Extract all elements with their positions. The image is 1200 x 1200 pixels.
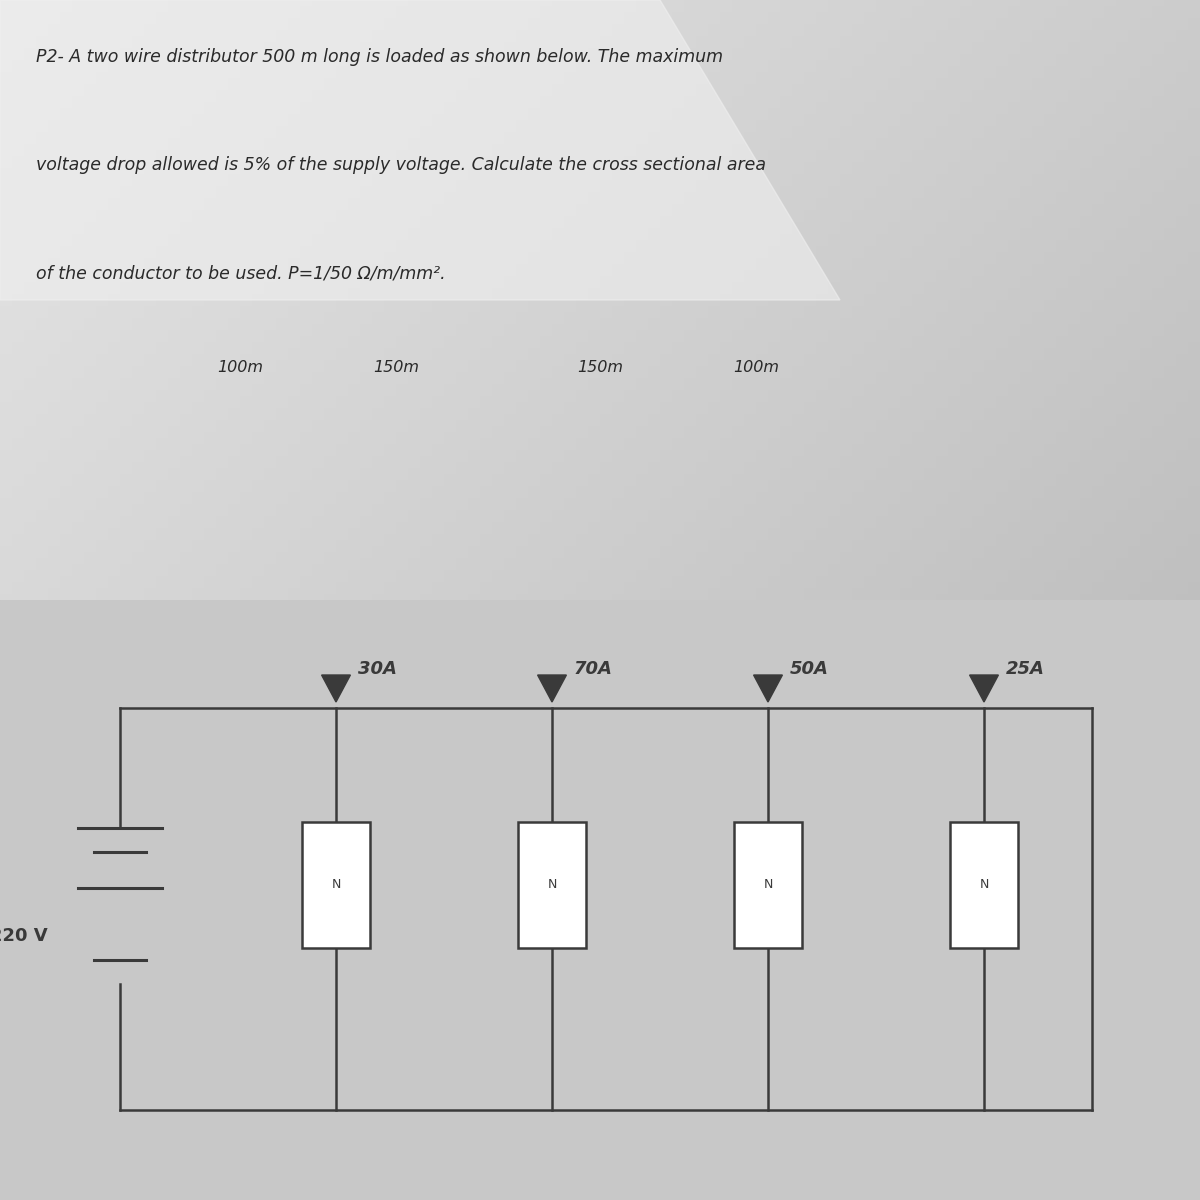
Text: 70A: 70A [574, 660, 612, 678]
Text: of the conductor to be used. P=1/50 Ω/m/mm².: of the conductor to be used. P=1/50 Ω/m/… [36, 264, 445, 282]
Text: 50A: 50A [790, 660, 828, 678]
Text: N: N [763, 878, 773, 892]
Text: N: N [331, 878, 341, 892]
Bar [734, 822, 802, 948]
Text: 150m: 150m [373, 360, 419, 374]
Text: N: N [979, 878, 989, 892]
Polygon shape [0, 0, 840, 300]
Text: 100m: 100m [733, 360, 779, 374]
Text: 150m: 150m [577, 360, 623, 374]
Text: N: N [547, 878, 557, 892]
Text: 30A: 30A [358, 660, 396, 678]
Bar [302, 822, 370, 948]
Polygon shape [970, 674, 998, 702]
Bar [950, 822, 1018, 948]
Polygon shape [538, 674, 566, 702]
Polygon shape [754, 674, 782, 702]
Text: 100m: 100m [217, 360, 263, 374]
Bar [518, 822, 586, 948]
Text: 25A: 25A [1006, 660, 1044, 678]
Text: P2- A two wire distributor 500 m long is loaded as shown below. The maximum: P2- A two wire distributor 500 m long is… [36, 48, 722, 66]
Polygon shape [322, 674, 350, 702]
Text: 220 V: 220 V [0, 926, 48, 946]
Text: voltage drop allowed is 5% of the supply voltage. Calculate the cross sectional : voltage drop allowed is 5% of the supply… [36, 156, 766, 174]
